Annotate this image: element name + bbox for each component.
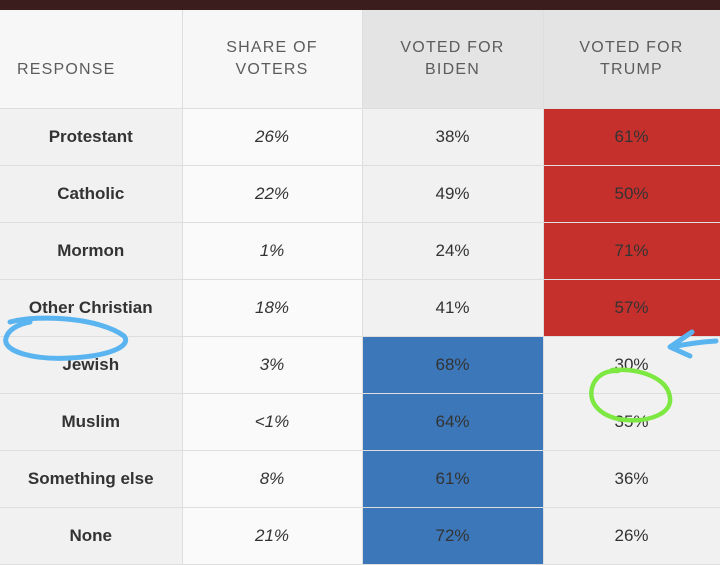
top-bar xyxy=(0,0,720,10)
response-cell: None xyxy=(0,507,183,565)
biden-cell: 68% xyxy=(362,336,544,394)
trump-cell: 36% xyxy=(543,450,720,508)
table-row: Other Christian 18% 41% 57% xyxy=(0,279,720,337)
trump-cell: 35% xyxy=(543,393,720,451)
biden-cell: 72% xyxy=(362,507,544,565)
header-voted-for-trump: VOTED FOR TRUMP xyxy=(543,10,720,109)
response-cell: Jewish xyxy=(0,336,183,394)
trump-cell: 30% xyxy=(543,336,720,394)
share-cell: 22% xyxy=(182,165,363,223)
response-cell: Something else xyxy=(0,450,183,508)
trump-cell: 26% xyxy=(543,507,720,565)
trump-cell: 61% xyxy=(543,108,720,166)
table-row: Jewish 3% 68% 30% xyxy=(0,336,720,394)
header-share-of-voters: SHARE OF VOTERS xyxy=(182,10,363,109)
share-cell: 26% xyxy=(182,108,363,166)
share-cell: 3% xyxy=(182,336,363,394)
table-row: Catholic 22% 49% 50% xyxy=(0,165,720,223)
share-cell: 18% xyxy=(182,279,363,337)
header-row: RESPONSE SHARE OF VOTERS VOTED FOR BIDEN V… xyxy=(0,10,720,109)
table-body: Protestant 26% 38% 61% Catholic 22% 49% 50% Morm… xyxy=(0,108,720,565)
table-row: Protestant 26% 38% 61% xyxy=(0,108,720,166)
response-cell: Protestant xyxy=(0,108,183,166)
header-voted-for-biden: VOTED FOR BIDEN xyxy=(362,10,544,109)
table-row: Muslim <1% 64% 35% xyxy=(0,393,720,451)
share-cell: 8% xyxy=(182,450,363,508)
biden-cell: 64% xyxy=(362,393,544,451)
table-row: Something else 8% 61% 36% xyxy=(0,450,720,508)
exit-poll-table: RESPONSE SHARE OF VOTERS VOTED FOR BIDEN V… xyxy=(0,10,720,565)
biden-cell: 41% xyxy=(362,279,544,337)
trump-cell: 57% xyxy=(543,279,720,337)
share-cell: <1% xyxy=(182,393,363,451)
table-row: None 21% 72% 26% xyxy=(0,507,720,565)
table-row: Mormon 1% 24% 71% xyxy=(0,222,720,280)
trump-cell: 50% xyxy=(543,165,720,223)
response-cell: Catholic xyxy=(0,165,183,223)
share-cell: 1% xyxy=(182,222,363,280)
biden-cell: 38% xyxy=(362,108,544,166)
response-cell: Muslim xyxy=(0,393,183,451)
share-cell: 21% xyxy=(182,507,363,565)
response-cell: Mormon xyxy=(0,222,183,280)
biden-cell: 61% xyxy=(362,450,544,508)
biden-cell: 24% xyxy=(362,222,544,280)
biden-cell: 49% xyxy=(362,165,544,223)
header-response: RESPONSE xyxy=(0,10,183,109)
response-cell: Other Christian xyxy=(0,279,183,337)
trump-cell: 71% xyxy=(543,222,720,280)
